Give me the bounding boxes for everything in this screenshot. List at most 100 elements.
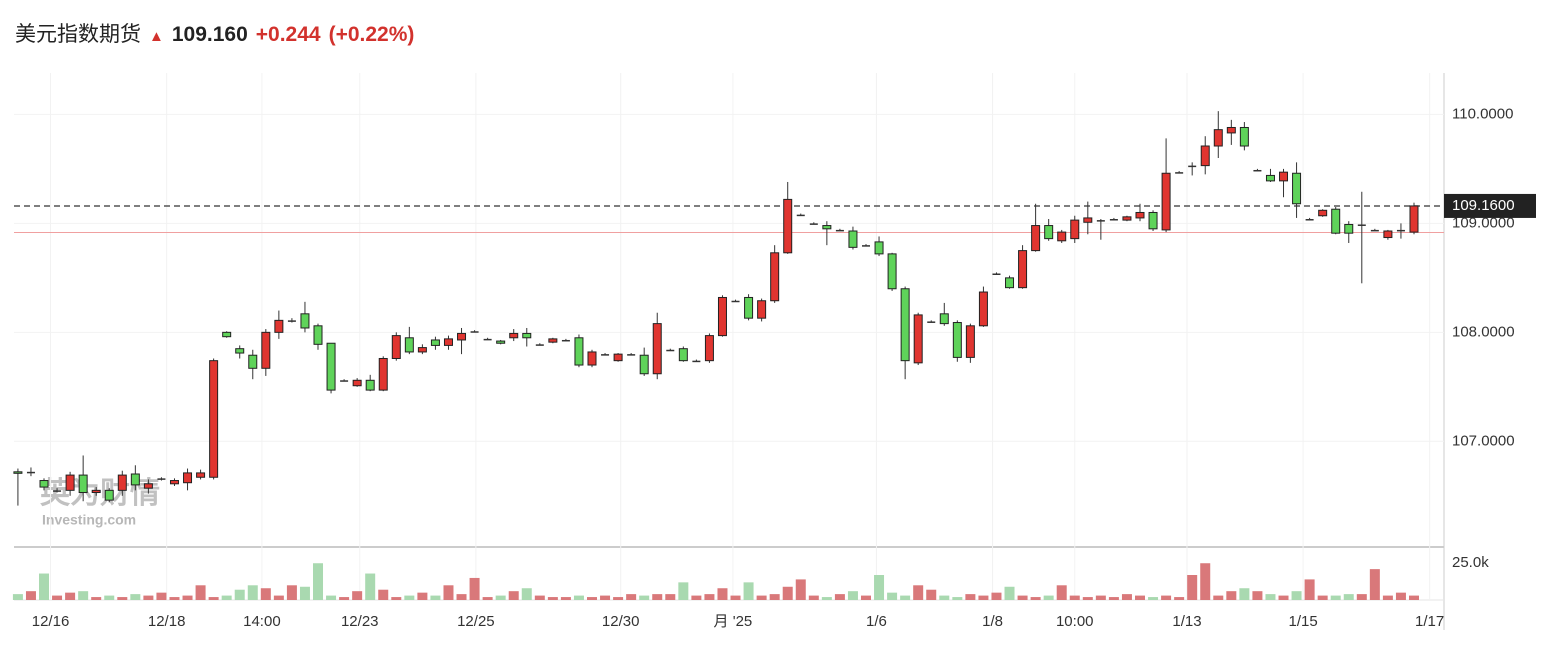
volume-bar (587, 597, 598, 600)
volume-bar (1356, 594, 1367, 600)
volume-bar (1252, 591, 1263, 600)
candle-body (1096, 220, 1105, 222)
candle-body (26, 471, 35, 474)
candle-body (704, 335, 714, 362)
candle-body (457, 332, 467, 341)
volume-bar (273, 595, 284, 600)
candle-body (731, 300, 740, 303)
volume-bar (600, 595, 611, 600)
volume-bar (1382, 595, 1393, 600)
volume-bar (1017, 595, 1028, 600)
candle-body (666, 349, 675, 352)
volume-bar (965, 594, 976, 600)
volume-bar (1148, 597, 1159, 600)
volume-bar (221, 595, 232, 600)
volume-bar (1226, 591, 1237, 600)
candle-body (1109, 219, 1118, 221)
volume-bar (25, 591, 36, 600)
candle-body (561, 339, 570, 342)
volume-bar (1043, 595, 1054, 600)
volume-bar (260, 588, 271, 600)
volume-bar (939, 595, 950, 600)
volume-bar (1095, 595, 1106, 600)
candle-body (143, 483, 153, 489)
candle-body (417, 347, 427, 353)
volume-bar (560, 597, 571, 600)
candle-body (1383, 230, 1393, 239)
candle-body (1148, 211, 1158, 230)
volume-bar (143, 595, 154, 600)
candle-body (78, 474, 88, 494)
volume-bar (456, 594, 467, 600)
volume-bar (730, 595, 741, 600)
candle-body (678, 348, 688, 362)
volume-bar (1369, 569, 1380, 600)
volume-bar (339, 597, 350, 600)
candle-body (1279, 171, 1289, 182)
candle-body (1213, 129, 1223, 147)
candle-body (378, 357, 388, 391)
volume-bar (299, 586, 310, 600)
candle-body (535, 344, 544, 346)
y-tick-label: 109.0000 (1452, 214, 1515, 231)
volume-bar (860, 595, 871, 600)
volume-bar (313, 563, 324, 600)
volume-bar (1343, 594, 1354, 600)
title: 美元指数期货 (15, 23, 141, 46)
volume-bar (469, 577, 480, 600)
volume-bar (1108, 597, 1119, 600)
volume-bar (430, 595, 441, 600)
candle-body (313, 325, 323, 345)
volume-bar (52, 595, 63, 600)
watermark-sub: Investing.com (42, 512, 136, 528)
candle-body (1070, 219, 1080, 240)
candle-body (235, 348, 245, 354)
volume-bar (130, 594, 141, 600)
candle-body (261, 331, 271, 369)
candle-body (274, 319, 284, 333)
volume-bar (626, 594, 637, 600)
candle-body (965, 325, 975, 358)
candle-body (587, 351, 597, 366)
candle-body (939, 313, 949, 325)
volume-bar (926, 589, 937, 600)
volume-bar (1291, 591, 1302, 600)
candle-body (196, 472, 206, 478)
candle-body (443, 338, 453, 346)
candle-body (248, 354, 258, 369)
volume-bar (1134, 595, 1145, 600)
volume-bar (874, 575, 885, 600)
candle-body (365, 379, 375, 391)
x-tick-label: 12/18 (148, 613, 186, 630)
candle-body (522, 332, 532, 339)
volume-bar (534, 595, 545, 600)
candle-body (287, 320, 296, 322)
candle-body (340, 380, 349, 382)
volume-bar (352, 591, 363, 600)
volume-bar (756, 595, 767, 600)
candle-body (796, 214, 805, 217)
candle-body (470, 331, 479, 333)
volume-bar (378, 589, 389, 600)
y-tick-label: 108.0000 (1452, 323, 1515, 340)
candle-body (483, 338, 492, 341)
candle-body (1122, 216, 1132, 221)
volume-bar (417, 592, 428, 600)
candle-body (53, 490, 62, 492)
last-price-box (1444, 193, 1536, 218)
candle-body (1161, 172, 1171, 231)
candle-body (1318, 209, 1328, 217)
candle-body (404, 337, 414, 353)
candle-body (157, 478, 166, 480)
volume-bar (573, 595, 584, 600)
volume-bar (1004, 586, 1015, 600)
volume-bar (1174, 597, 1185, 600)
last-price-label: 109.1600 (1452, 197, 1515, 214)
x-tick-label: 1/13 (1172, 613, 1201, 630)
x-tick-label: 1/6 (866, 613, 887, 630)
arrow: ▲ (149, 28, 164, 45)
y-tick-label: 110.0000 (1452, 105, 1513, 122)
candle-body (809, 223, 818, 225)
y-tick-label: 107.0000 (1452, 432, 1515, 449)
volume-bar (613, 597, 624, 600)
